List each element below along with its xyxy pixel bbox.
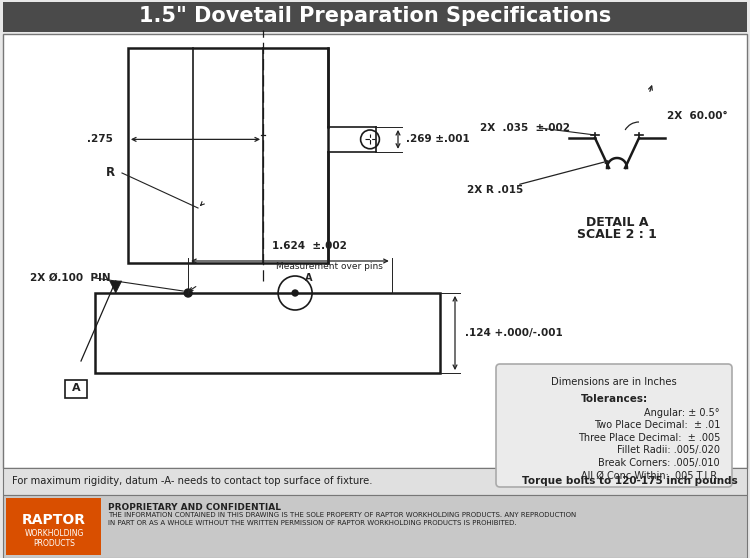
Bar [3, 2, 747, 32]
Text: 2X Ø.100  PIN: 2X Ø.100 PIN [30, 273, 111, 283]
Bar [3, 34, 747, 468]
Polygon shape [110, 281, 122, 293]
Text: Break Corners: .005/.010: Break Corners: .005/.010 [598, 458, 720, 468]
Text: Two Place Decimal:  ± .01: Two Place Decimal: ± .01 [594, 421, 720, 431]
Text: All Ø Conc Within: .005 T.I.R.: All Ø Conc Within: .005 T.I.R. [581, 470, 720, 480]
Text: 1.624  ±.002: 1.624 ±.002 [272, 241, 347, 251]
Text: 1.5" Dovetail Preparation Specifications: 1.5" Dovetail Preparation Specifications [139, 6, 611, 26]
FancyBboxPatch shape [496, 364, 732, 487]
Text: WORKHOLDING: WORKHOLDING [24, 530, 84, 538]
Bar [3, 468, 747, 495]
Text: Angular: ± 0.5°: Angular: ± 0.5° [644, 408, 720, 418]
Text: THE INFORMATION CONTAINED IN THIS DRAWING IS THE SOLE PROPERTY OF RAPTOR WORKHOL: THE INFORMATION CONTAINED IN THIS DRAWIN… [108, 512, 576, 518]
Bar [65, 380, 87, 398]
Bar [128, 48, 328, 263]
Text: A: A [72, 383, 80, 393]
Text: .275: .275 [87, 134, 113, 145]
Text: Dimensions are in Inches: Dimensions are in Inches [551, 377, 676, 387]
Text: DETAIL A: DETAIL A [586, 216, 648, 229]
Text: Torque bolts to 120-175 inch pounds: Torque bolts to 120-175 inch pounds [522, 476, 738, 486]
Text: 2X R .015: 2X R .015 [467, 185, 524, 195]
Text: 2X  .035  ±.002: 2X .035 ±.002 [480, 123, 570, 133]
Text: .124 +.000/-.001: .124 +.000/-.001 [465, 328, 562, 338]
Text: PROPRIETARY AND CONFIDENTIAL: PROPRIETARY AND CONFIDENTIAL [108, 503, 281, 512]
Text: RAPTOR: RAPTOR [22, 513, 86, 527]
Text: PRODUCTS: PRODUCTS [33, 538, 75, 547]
Circle shape [292, 290, 298, 296]
Circle shape [184, 289, 192, 297]
Text: R: R [106, 166, 115, 180]
Text: Tolerances:: Tolerances: [580, 394, 647, 404]
Text: Three Place Decimal:  ± .005: Three Place Decimal: ± .005 [578, 433, 720, 443]
Text: A: A [305, 273, 313, 283]
Text: .269 ±.001: .269 ±.001 [406, 134, 470, 145]
Text: Measurement over pins: Measurement over pins [277, 262, 383, 271]
Text: SCALE 2 : 1: SCALE 2 : 1 [577, 228, 657, 241]
Bar [6, 498, 101, 555]
Text: 2X  60.00°: 2X 60.00° [667, 111, 728, 121]
Bar [95, 293, 440, 373]
Bar [3, 495, 747, 558]
Text: Fillet Radii: .005/.020: Fillet Radii: .005/.020 [617, 445, 720, 455]
Text: IN PART OR AS A WHOLE WITHOUT THE WRITTEN PERMISSION OF RAPTOR WORKHOLDING PRODU: IN PART OR AS A WHOLE WITHOUT THE WRITTE… [108, 520, 517, 526]
Text: For maximum rigidity, datum -A- needs to contact top surface of fixture.: For maximum rigidity, datum -A- needs to… [12, 476, 373, 486]
